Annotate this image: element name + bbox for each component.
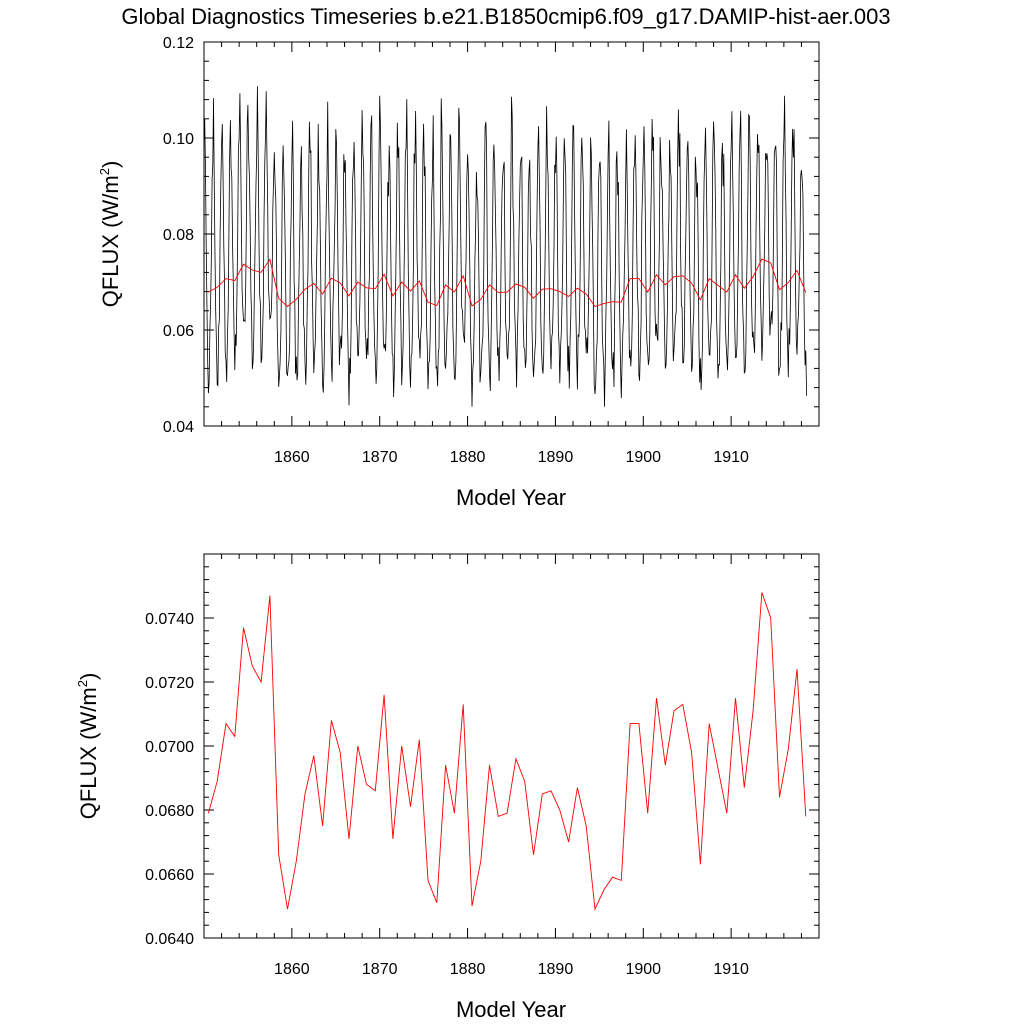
top-y-axis-label: QFLUX (W/m2) (97, 161, 123, 308)
y-tick-label: 0.04 (163, 419, 194, 436)
annual-mean-line (208, 592, 805, 909)
y-tick-label: 0.08 (163, 227, 194, 244)
bottom-y-axis-label: QFLUX (W/m2) (75, 673, 101, 820)
top-panel-series (204, 86, 807, 407)
x-tick-label: 1910 (713, 449, 749, 466)
y-tick-label: 0.0740 (145, 611, 194, 628)
x-tick-label: 1890 (538, 961, 574, 978)
bottom-panel-ticks (204, 554, 819, 938)
x-tick-label: 1870 (362, 961, 398, 978)
chart-title: Global Diagnostics Timeseries b.e21.B185… (121, 4, 890, 29)
x-tick-label: 1900 (625, 449, 661, 466)
x-tick-label: 1910 (713, 961, 749, 978)
y-tick-label: 0.12 (163, 35, 194, 52)
top-x-axis-label: Model Year (456, 485, 566, 510)
y-tick-label: 0.0640 (145, 931, 194, 948)
x-tick-label: 1860 (274, 961, 310, 978)
bottom-panel-tick-labels: 1860 1870 1880 1890 1900 1910 0.0640 0.0660 0.06… (145, 611, 749, 978)
y-tick-label: 0.0680 (145, 803, 194, 820)
monthly-series-line (204, 86, 807, 407)
top-panel: 1860 1870 1880 1890 1900 1910 0.04 0.06 0.08 0.10… (97, 35, 819, 510)
y-tick-label: 0.10 (163, 131, 194, 148)
y-tick-label: 0.06 (163, 323, 194, 340)
bottom-panel-series (208, 592, 805, 909)
bottom-x-axis-label: Model Year (456, 997, 566, 1022)
x-tick-label: 1860 (274, 449, 310, 466)
x-tick-label: 1890 (538, 449, 574, 466)
x-tick-label: 1870 (362, 449, 398, 466)
x-tick-label: 1880 (450, 449, 486, 466)
x-tick-label: 1900 (625, 961, 661, 978)
y-tick-label: 0.0660 (145, 867, 194, 884)
y-tick-label: 0.0720 (145, 675, 194, 692)
bottom-panel: 1860 1870 1880 1890 1900 1910 0.0640 0.0660 0.06… (75, 554, 819, 1022)
bottom-panel-frame (204, 554, 819, 938)
y-tick-label: 0.0700 (145, 739, 194, 756)
x-tick-label: 1880 (450, 961, 486, 978)
